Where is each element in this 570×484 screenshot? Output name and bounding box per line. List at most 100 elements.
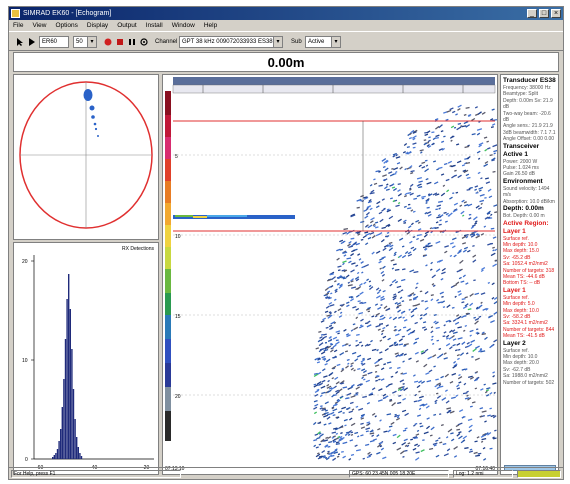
echo-mark (448, 212, 453, 217)
histogram-title: RX Detections (122, 246, 154, 252)
close-button[interactable]: × (551, 9, 561, 18)
echo-mark (449, 107, 454, 111)
echo-mark (400, 311, 404, 315)
echo-mark (330, 454, 335, 457)
echo-mark (453, 455, 458, 458)
echo-mark (392, 441, 397, 445)
echo-mark (324, 401, 329, 405)
echo-mark (357, 300, 361, 303)
echo-mark (438, 200, 443, 203)
echo-mark (398, 394, 402, 397)
region-line: Mean TS: -44.6 dB (503, 273, 545, 280)
echo-mark (448, 336, 453, 340)
echo-mark (324, 412, 329, 415)
echo-mark (375, 312, 380, 316)
echo-mark (319, 407, 323, 410)
echo-mark (345, 365, 349, 369)
echo-mark (433, 160, 437, 163)
detection-histogram[interactable]: RX Detections 20 10 0 -60 -40 -20 (13, 242, 159, 475)
echogram-view[interactable]: 5 10 15 20 07:13:10 07:16:40 (162, 74, 499, 475)
echo-mark (424, 231, 430, 235)
echo-mark (321, 379, 326, 383)
echo-mark (423, 233, 428, 238)
echo-mark (475, 205, 480, 209)
menu-view[interactable]: View (32, 22, 47, 29)
echo-mark (491, 123, 496, 126)
echo-mark (318, 342, 324, 347)
echo-mark (486, 210, 491, 215)
target-position-view[interactable] (13, 74, 159, 240)
echo-mark (378, 378, 381, 381)
echo-mark (347, 284, 353, 287)
echo-mark (403, 387, 409, 392)
sub-select[interactable]: Active ▾ (305, 36, 341, 48)
echo-mark (337, 308, 342, 312)
echo-mark (434, 181, 439, 185)
echo-mark (456, 269, 462, 273)
histogram-bar (72, 389, 75, 459)
layer2-line: Max depth: 20.0 (503, 360, 539, 367)
channel-select[interactable]: GPT 38 kHz 009072033933 ES38B ▾ (179, 36, 283, 48)
echo-mark (415, 360, 419, 363)
echo-mark (376, 451, 381, 455)
echo-mark (480, 350, 486, 353)
stop-icon[interactable] (115, 37, 125, 47)
maximize-button[interactable]: □ (539, 9, 549, 18)
chevron-down-icon: ▾ (273, 37, 282, 47)
echo-mark (464, 145, 470, 149)
menu-output[interactable]: Output (117, 22, 137, 29)
echo-mark (350, 433, 354, 436)
echo-mark (443, 111, 448, 114)
echo-mark (372, 438, 378, 441)
menu-display[interactable]: Display (86, 22, 109, 29)
echo-mark (382, 393, 387, 397)
echo-mark (412, 135, 417, 139)
echo-mark (491, 159, 495, 162)
transducer-line: Depth: 0.00m Sv: 21.9 dB (503, 97, 553, 111)
echo-mark (389, 173, 395, 177)
echo-mark (441, 397, 447, 401)
echo-mark (462, 169, 467, 173)
echo-mark (423, 363, 428, 368)
echo-mark (369, 231, 375, 235)
echo-mark (315, 446, 319, 449)
range-select[interactable]: 50 ▾ (73, 36, 97, 48)
echo-mark (346, 392, 352, 396)
record-icon[interactable] (103, 37, 113, 47)
echo-mark (465, 282, 469, 285)
echo-mark (394, 301, 398, 305)
menu-file[interactable]: File (13, 22, 24, 29)
echo-mark (346, 358, 350, 362)
echo-mark (374, 415, 377, 418)
echo-mark (401, 254, 407, 259)
depth-tick-label: 20 (175, 394, 181, 400)
echo-mark (348, 458, 352, 461)
settings-icon[interactable] (139, 37, 149, 47)
echo-mark (384, 185, 388, 190)
pause-icon[interactable] (127, 37, 137, 47)
echo-mark (367, 306, 372, 310)
echo-mark (446, 109, 452, 113)
menu-window[interactable]: Window (171, 22, 195, 29)
echo-mark (329, 338, 333, 342)
echo-mark (403, 205, 407, 208)
echo-mark (419, 317, 423, 320)
menu-install[interactable]: Install (145, 22, 163, 29)
x-tick-label: -40 (90, 465, 97, 471)
echo-mark (464, 296, 468, 299)
echo-mark (400, 289, 404, 292)
echo-mark (392, 433, 397, 437)
menu-help[interactable]: Help (203, 22, 218, 29)
echo-mark (470, 225, 475, 230)
play-icon[interactable] (27, 37, 37, 47)
echo-mark (335, 442, 340, 445)
echo-mark (326, 451, 330, 455)
minimize-button[interactable]: _ (527, 9, 537, 18)
pointer-icon[interactable] (15, 37, 25, 47)
menu-options[interactable]: Options (55, 22, 78, 29)
region-line: Sv: -65.2 dB (503, 254, 531, 261)
echo-mark (474, 220, 478, 223)
echo-mark (343, 418, 348, 422)
ping-field[interactable]: ER60 (39, 36, 69, 48)
echo-mark (421, 380, 426, 384)
